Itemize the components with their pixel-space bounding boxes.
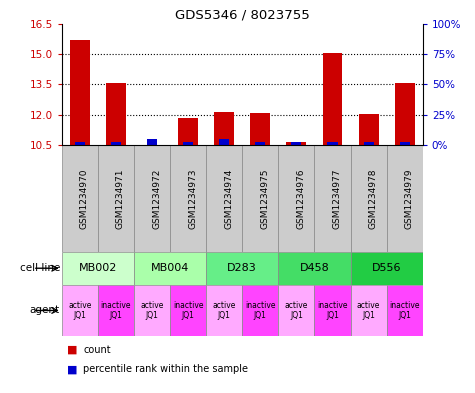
Bar <box>178 118 198 145</box>
Bar <box>98 285 134 336</box>
Bar <box>395 83 415 145</box>
Bar <box>351 252 423 285</box>
Bar <box>170 145 206 252</box>
Bar <box>111 142 121 145</box>
Bar <box>147 139 157 145</box>
Bar <box>106 83 126 145</box>
Text: GSM1234979: GSM1234979 <box>405 168 414 229</box>
Text: cell line: cell line <box>19 263 60 273</box>
Bar <box>387 285 423 336</box>
Bar <box>387 145 423 252</box>
Title: GDS5346 / 8023755: GDS5346 / 8023755 <box>175 8 310 21</box>
Text: D283: D283 <box>228 263 257 273</box>
Text: GSM1234971: GSM1234971 <box>116 168 125 229</box>
Bar <box>242 285 278 336</box>
Text: GSM1234978: GSM1234978 <box>369 168 378 229</box>
Bar <box>323 53 342 145</box>
Bar <box>286 142 306 145</box>
Text: inactive
JQ1: inactive JQ1 <box>173 301 203 320</box>
Text: inactive
JQ1: inactive JQ1 <box>101 301 131 320</box>
Bar <box>363 142 374 145</box>
Bar <box>62 145 98 252</box>
Bar <box>62 252 134 285</box>
Bar <box>70 40 90 145</box>
Text: MB002: MB002 <box>79 263 117 273</box>
Bar <box>359 114 379 145</box>
Text: inactive
JQ1: inactive JQ1 <box>390 301 420 320</box>
Bar <box>134 145 170 252</box>
Bar <box>278 252 351 285</box>
Bar <box>278 145 314 252</box>
Bar <box>134 252 206 285</box>
Bar <box>242 145 278 252</box>
Bar <box>183 142 193 145</box>
Text: GSM1234976: GSM1234976 <box>296 168 305 229</box>
Text: D458: D458 <box>300 263 329 273</box>
Text: GSM1234972: GSM1234972 <box>152 168 161 229</box>
Text: MB004: MB004 <box>151 263 189 273</box>
Text: GSM1234973: GSM1234973 <box>188 168 197 229</box>
Bar <box>278 285 314 336</box>
Bar <box>327 142 338 145</box>
Bar <box>98 145 134 252</box>
Text: D556: D556 <box>372 263 401 273</box>
Text: agent: agent <box>30 305 60 316</box>
Text: ■: ■ <box>66 345 77 355</box>
Bar <box>351 285 387 336</box>
Text: active
JQ1: active JQ1 <box>285 301 308 320</box>
Bar <box>62 285 98 336</box>
Bar <box>314 145 351 252</box>
Text: count: count <box>83 345 111 355</box>
Text: GSM1234970: GSM1234970 <box>80 168 89 229</box>
Text: active
JQ1: active JQ1 <box>357 301 380 320</box>
Text: ■: ■ <box>66 364 77 375</box>
Bar <box>314 285 351 336</box>
Text: GSM1234977: GSM1234977 <box>332 168 342 229</box>
Bar <box>250 113 270 145</box>
Bar <box>214 112 234 145</box>
Bar <box>255 142 266 145</box>
Text: active
JQ1: active JQ1 <box>212 301 236 320</box>
Text: GSM1234975: GSM1234975 <box>260 168 269 229</box>
Bar <box>206 252 278 285</box>
Text: inactive
JQ1: inactive JQ1 <box>317 301 348 320</box>
Text: active
JQ1: active JQ1 <box>140 301 164 320</box>
Bar <box>291 142 302 145</box>
Text: inactive
JQ1: inactive JQ1 <box>245 301 275 320</box>
Text: percentile rank within the sample: percentile rank within the sample <box>83 364 248 375</box>
Bar <box>134 285 170 336</box>
Bar <box>219 139 229 145</box>
Bar <box>206 285 242 336</box>
Text: active
JQ1: active JQ1 <box>68 301 92 320</box>
Bar <box>399 142 410 145</box>
Text: GSM1234974: GSM1234974 <box>224 168 233 229</box>
Bar <box>170 285 206 336</box>
Bar <box>206 145 242 252</box>
Bar <box>351 145 387 252</box>
Bar <box>75 142 85 145</box>
